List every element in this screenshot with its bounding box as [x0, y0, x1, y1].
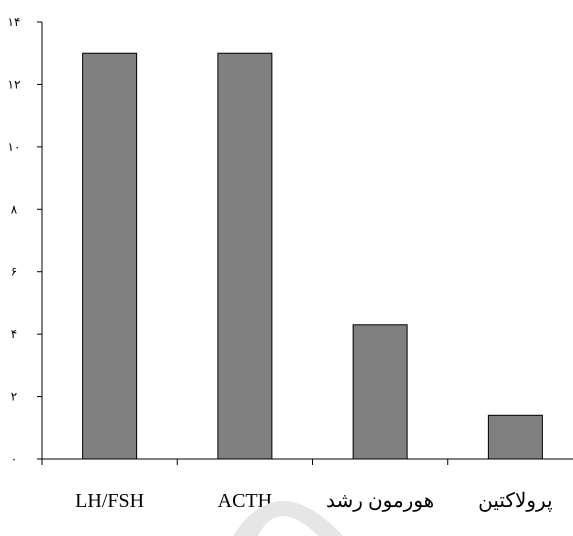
bar [487, 414, 543, 460]
y-tick-label: ٨ [11, 202, 18, 216]
y-tick-label: ۶ [11, 265, 17, 279]
bar [82, 52, 138, 460]
y-tick-label: ١٢ [8, 77, 21, 91]
x-tick-label: پرولاکتین [478, 490, 552, 512]
bar [352, 324, 408, 460]
y-tick-label: ٢ [11, 390, 17, 404]
bar-chart: ٠ ٢ ۴ ۶ ٨ ١٠ ١٢ ١۴ LH/FSH ACTH هورمون رشد پرولاکتی… [8, 15, 573, 536]
x-axis [41, 458, 573, 465]
y-tick-label: ٠ [11, 452, 17, 466]
bars [82, 52, 543, 460]
y-tick-label: ١۴ [8, 15, 21, 29]
x-tick-label: هورمون رشد [326, 490, 434, 512]
x-tick-label: LH/FSH [75, 490, 144, 512]
x-tick-labels: LH/FSH ACTH هورمون رشد پرولاکتین [75, 490, 552, 512]
y-axis: ٠ ٢ ۴ ۶ ٨ ١٠ ١٢ ١۴ [8, 15, 43, 466]
chart-svg: ٠ ٢ ۴ ۶ ٨ ١٠ ١٢ ١۴ LH/FSH ACTH هورمون رشد پرولاکتی… [8, 15, 573, 512]
x-tick-label: ACTH [218, 490, 272, 512]
y-tick-label: ١٠ [8, 140, 21, 154]
y-tick-label: ۴ [11, 327, 17, 341]
bar [217, 52, 273, 460]
